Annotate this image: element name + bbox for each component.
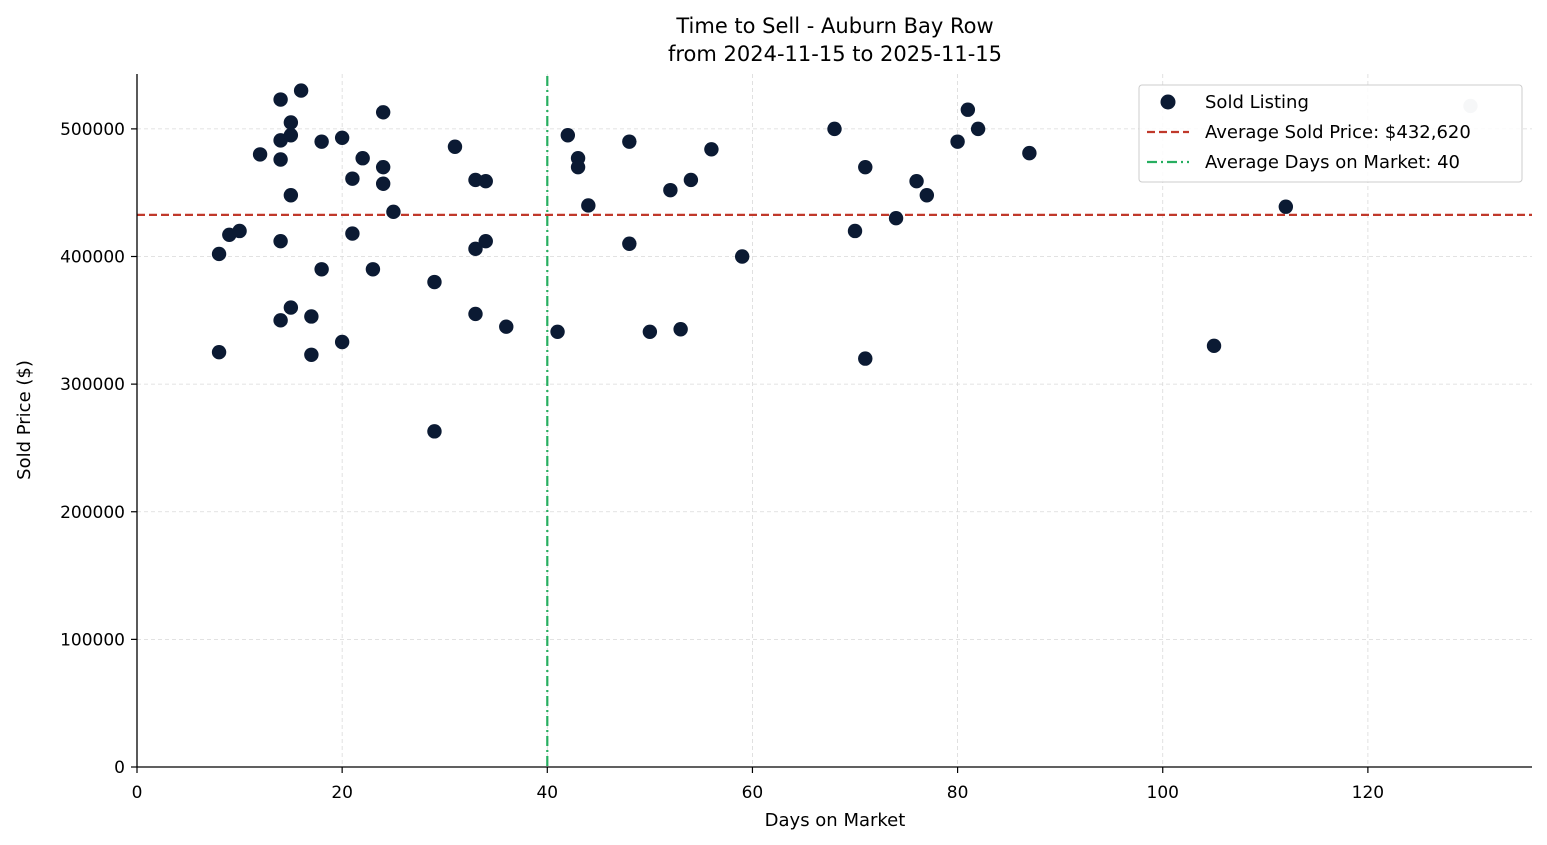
data-point	[858, 351, 873, 366]
data-point	[560, 128, 576, 143]
legend-label-avg-price: Average Sold Price: $432,620	[1205, 122, 1471, 143]
data-point	[314, 262, 329, 277]
y-tick-label: 100000	[60, 630, 125, 650]
data-point	[345, 226, 360, 241]
data-point	[970, 121, 986, 137]
data-point	[304, 309, 319, 324]
data-point	[211, 345, 227, 360]
data-point	[909, 174, 924, 189]
chart-title: Time to Sell - Auburn Bay Row	[675, 14, 993, 38]
x-tick-label: 40	[536, 783, 558, 803]
data-point	[704, 142, 719, 157]
data-point	[673, 322, 688, 337]
data-point	[847, 223, 863, 239]
legend-box	[1138, 84, 1523, 183]
data-point	[447, 139, 463, 154]
data-point	[375, 176, 391, 191]
data-point	[888, 211, 904, 226]
data-point	[273, 313, 288, 328]
y-tick-label: 400000	[60, 248, 125, 268]
y-tick-label: 500000	[60, 120, 125, 140]
data-point	[375, 105, 391, 120]
x-tick-label: 20	[331, 783, 353, 803]
data-point	[734, 249, 750, 264]
data-point	[283, 128, 299, 143]
data-point	[950, 134, 965, 149]
data-point	[273, 92, 288, 107]
data-point	[581, 198, 596, 213]
data-point	[334, 130, 350, 146]
data-point	[375, 159, 391, 175]
data-point	[304, 347, 319, 362]
data-point	[232, 223, 247, 239]
data-point	[622, 236, 637, 251]
data-point	[334, 334, 350, 350]
data-point	[283, 115, 299, 130]
data-point	[642, 324, 658, 340]
legend: Sold Listing Average Sold Price: $432,62…	[1138, 84, 1523, 183]
y-tick-label: 300000	[60, 375, 125, 395]
data-point	[273, 152, 288, 167]
x-tick-label: 60	[742, 783, 764, 803]
x-tick-label: 0	[132, 783, 143, 803]
data-point	[683, 172, 699, 188]
data-point	[314, 134, 329, 149]
data-point	[427, 274, 442, 290]
axis-ticks: 0 20 40 60 80 100 120 0 100000 200000 300000 400000…	[60, 120, 1384, 803]
data-point	[468, 306, 483, 322]
data-point	[478, 233, 493, 249]
data-point	[1022, 145, 1037, 161]
x-tick-label: 120	[1352, 783, 1384, 803]
data-point	[478, 174, 493, 189]
data-point	[468, 241, 483, 257]
data-point	[293, 83, 309, 98]
data-point	[663, 182, 678, 198]
x-tick-label: 80	[947, 783, 969, 803]
x-tick-label: 100	[1147, 783, 1179, 803]
data-point	[252, 147, 268, 162]
data-point	[919, 188, 935, 203]
x-axis-label: Days on Market	[765, 810, 906, 831]
y-tick-label: 200000	[60, 503, 125, 523]
data-point	[570, 159, 586, 175]
data-point	[355, 151, 370, 166]
legend-marker-sold-listing	[1160, 94, 1176, 110]
y-tick-label: 0	[114, 758, 125, 778]
legend-label-sold-listing: Sold Listing	[1205, 92, 1309, 113]
data-point	[827, 121, 842, 137]
data-point	[211, 246, 227, 262]
grid	[136, 74, 1532, 768]
reference-lines	[137, 76, 1532, 767]
data-point	[550, 324, 565, 340]
data-point	[365, 262, 381, 277]
data-point	[283, 188, 299, 203]
data-point	[273, 233, 288, 249]
chart-subtitle: from 2024-11-15 to 2025-11-15	[668, 42, 1002, 66]
data-point	[427, 424, 442, 439]
data-point	[345, 171, 360, 186]
legend-label-avg-days: Average Days on Market: 40	[1205, 152, 1460, 173]
data-point	[283, 300, 299, 315]
data-point	[499, 319, 514, 334]
y-axis-label: Sold Price ($)	[14, 360, 35, 480]
data-point	[1206, 338, 1222, 354]
data-point	[386, 204, 401, 220]
data-point	[960, 102, 976, 117]
data-point	[622, 134, 637, 149]
data-point	[1278, 199, 1294, 214]
data-point	[858, 159, 873, 175]
